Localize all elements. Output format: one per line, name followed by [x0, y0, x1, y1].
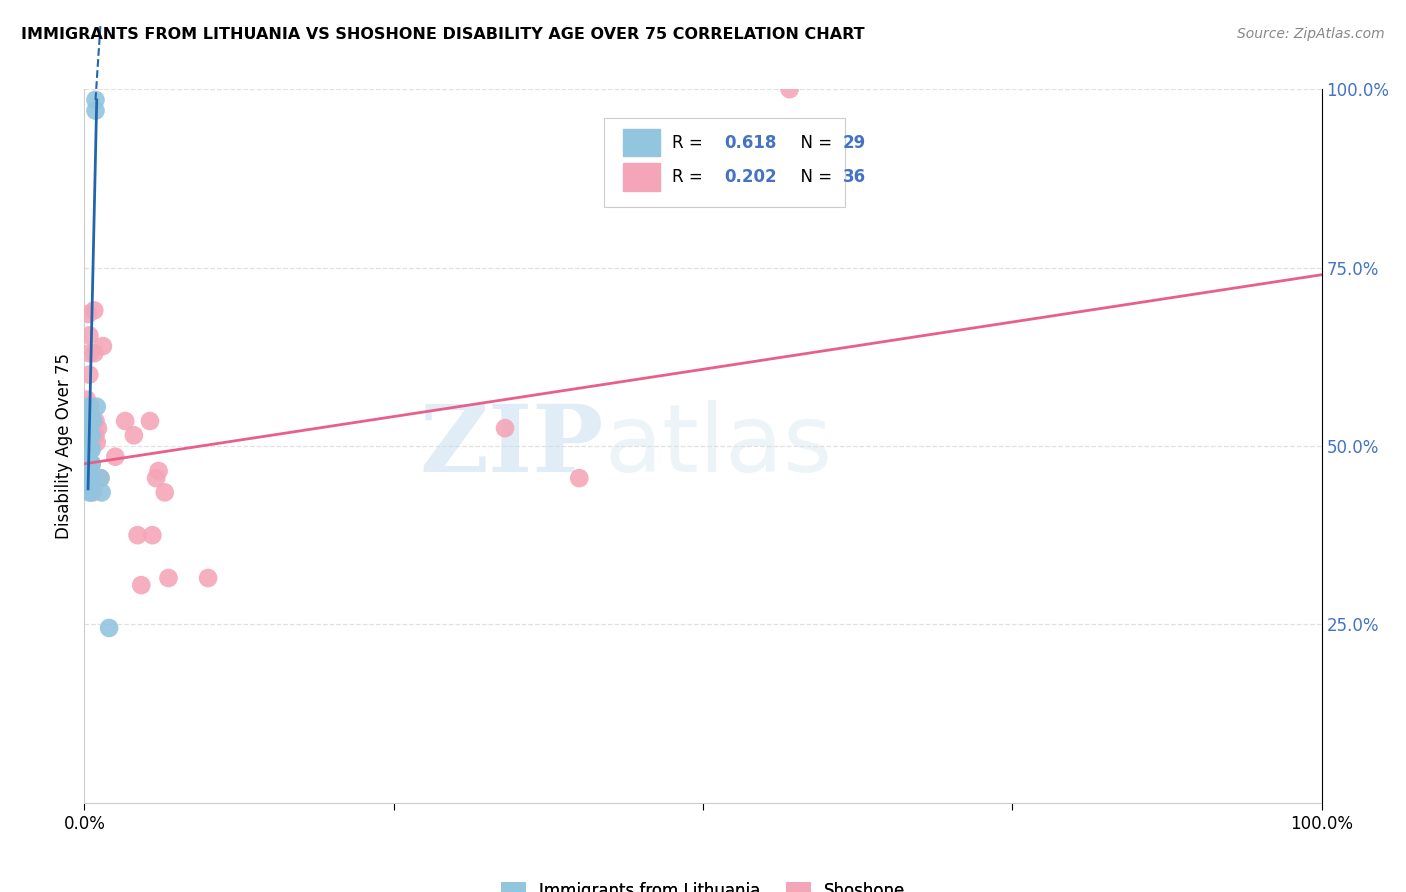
Point [80, 428, 103, 442]
Legend: Immigrants from Lithuania, Shoshone: Immigrants from Lithuania, Shoshone [495, 875, 911, 892]
Point [494, 421, 516, 435]
Text: IMMIGRANTS FROM LITHUANIA VS SHOSHONE DISABILITY AGE OVER 75 CORRELATION CHART: IMMIGRANTS FROM LITHUANIA VS SHOSHONE DI… [21, 27, 865, 42]
Point [779, 82, 801, 96]
Text: 36: 36 [842, 168, 866, 186]
Point [79, 471, 101, 485]
Point [79, 471, 101, 485]
Point [79, 400, 101, 414]
FancyBboxPatch shape [623, 163, 659, 191]
Point [79, 485, 101, 500]
Point [153, 485, 176, 500]
Point [77, 414, 100, 428]
Point [79, 346, 101, 360]
Point [79, 414, 101, 428]
Point [79, 428, 101, 442]
Point [80, 421, 103, 435]
Point [79, 328, 101, 343]
Point [87, 421, 110, 435]
Point [82, 414, 104, 428]
Point [141, 528, 163, 542]
Text: 0.202: 0.202 [724, 168, 776, 186]
FancyBboxPatch shape [623, 129, 659, 156]
Point [77, 428, 100, 442]
Point [79, 442, 101, 457]
Point [129, 578, 152, 592]
Point [79, 368, 101, 382]
Point [77, 457, 100, 471]
Text: N =: N = [790, 168, 837, 186]
Point [79, 407, 101, 421]
Point [80, 442, 103, 457]
Point [80, 457, 103, 471]
Point [139, 414, 162, 428]
Point [82, 485, 104, 500]
Point [84, 93, 107, 107]
Point [84, 414, 107, 428]
Point [157, 571, 180, 585]
Point [114, 414, 136, 428]
Point [76, 471, 98, 485]
Y-axis label: Disability Age Over 75: Disability Age Over 75 [55, 353, 73, 539]
Point [89, 471, 111, 485]
Point [122, 428, 145, 442]
Text: Source: ZipAtlas.com: Source: ZipAtlas.com [1237, 27, 1385, 41]
Text: 0.618: 0.618 [724, 134, 776, 152]
Point [145, 471, 167, 485]
Point [104, 450, 127, 464]
Point [127, 528, 149, 542]
Point [89, 471, 111, 485]
Point [79, 414, 101, 428]
Point [77, 307, 100, 321]
Point [79, 442, 101, 457]
Point [82, 471, 104, 485]
Text: R =: R = [672, 168, 709, 186]
Point [79, 457, 101, 471]
Text: 29: 29 [842, 134, 866, 152]
Point [79, 457, 101, 471]
Point [79, 485, 101, 500]
Point [84, 103, 107, 118]
Point [83, 346, 105, 360]
Point [76, 428, 98, 442]
Point [86, 435, 108, 450]
Text: atlas: atlas [605, 400, 832, 492]
FancyBboxPatch shape [605, 118, 845, 207]
Text: N =: N = [790, 134, 837, 152]
Point [90, 485, 112, 500]
Point [568, 471, 591, 485]
Point [80, 457, 103, 471]
Point [76, 392, 98, 407]
Point [77, 442, 100, 457]
Point [77, 400, 100, 414]
Text: ZIP: ZIP [420, 401, 605, 491]
Point [83, 303, 105, 318]
Point [91, 339, 114, 353]
Point [77, 471, 100, 485]
Text: R =: R = [672, 134, 709, 152]
Point [80, 435, 103, 450]
Point [98, 621, 121, 635]
Point [86, 400, 108, 414]
Point [79, 428, 101, 442]
Point [148, 464, 170, 478]
Point [197, 571, 219, 585]
Point [84, 428, 107, 442]
